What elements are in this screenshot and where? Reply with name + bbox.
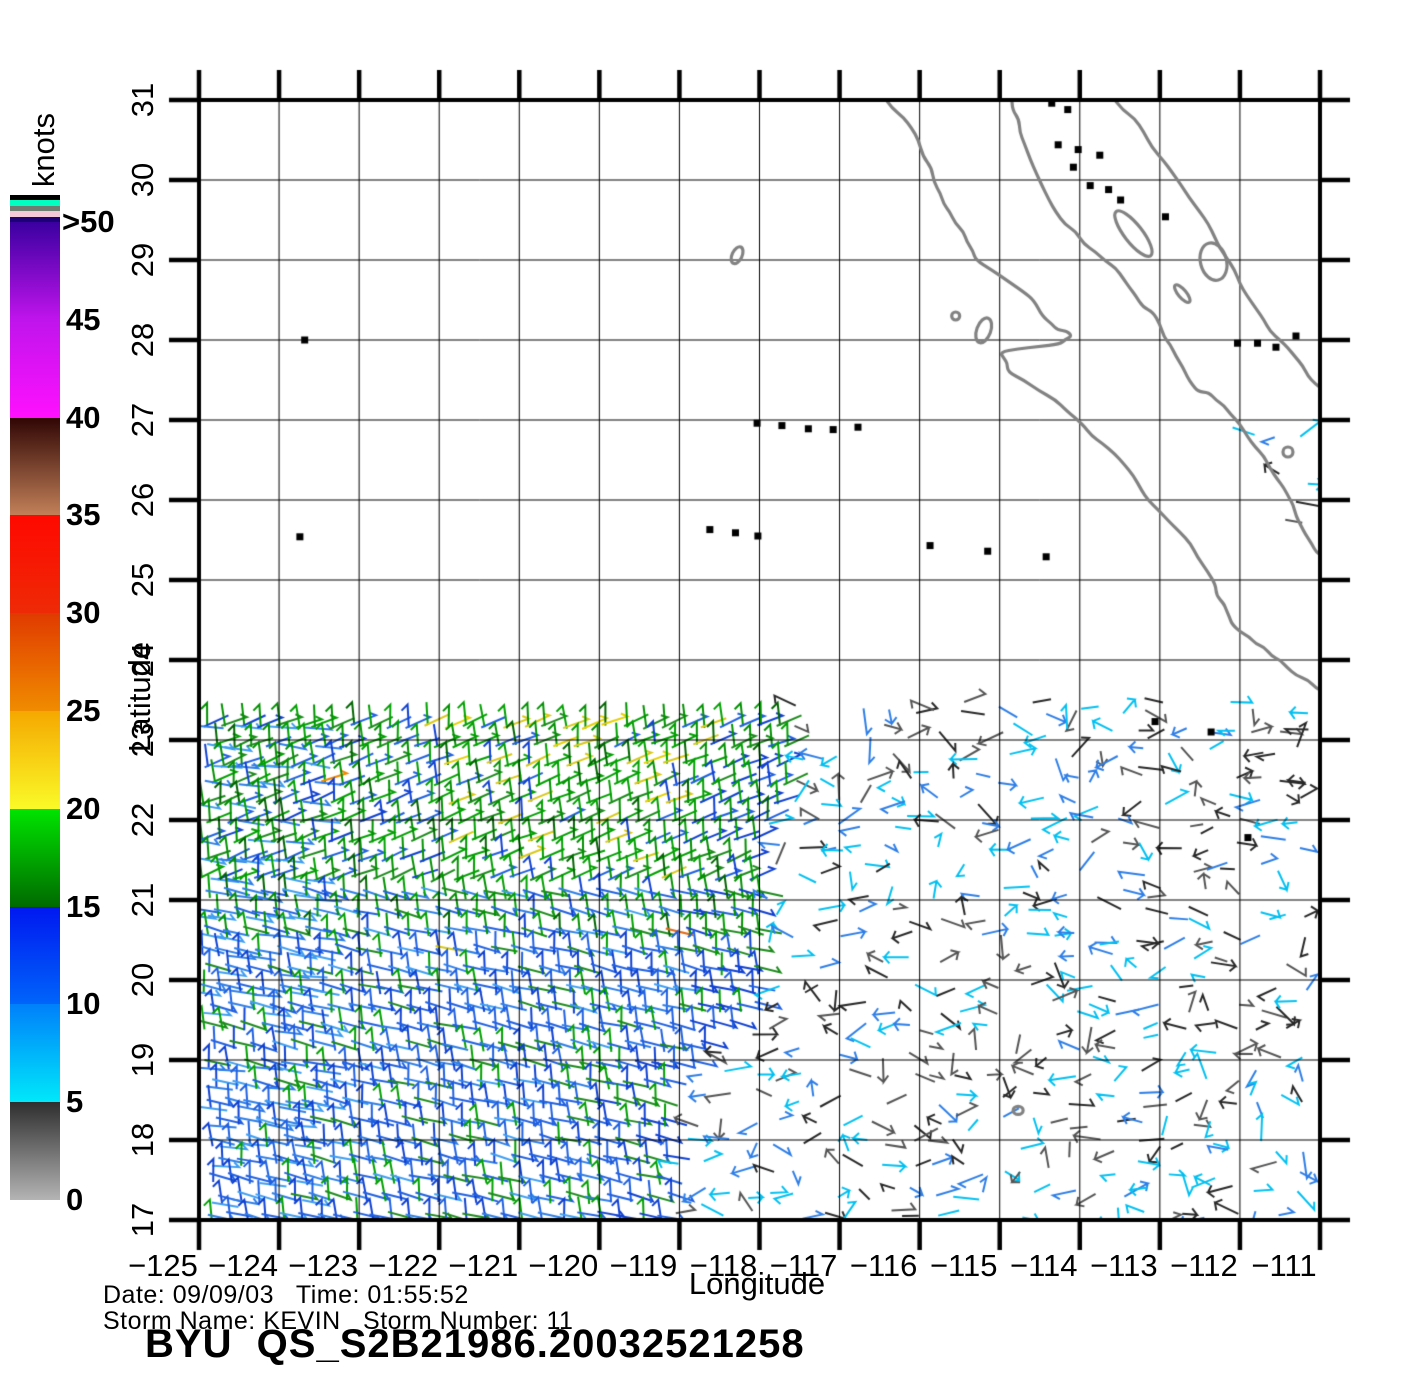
colorbar-segment [10, 221, 60, 320]
colorbar-tick-label: 30 [66, 595, 101, 631]
x-axis-title: Longitude [688, 1266, 826, 1301]
colorbar-tick-label: >50 [62, 204, 115, 239]
colorbar-segment [10, 808, 60, 907]
colorbar-tick-label: 45 [66, 301, 101, 337]
colorbar-stripe [10, 216, 60, 222]
y-axis-title: Latitude [122, 641, 157, 753]
x-axis-tick-label: −116 [849, 1248, 918, 1283]
x-axis-tick-label: −113 [1090, 1248, 1158, 1283]
x-axis-tick-label: −123 [288, 1248, 359, 1283]
x-axis-tick-label: −112 [1170, 1248, 1238, 1283]
x-axis-tick-label: −125 [128, 1248, 198, 1283]
colorbar-units-label: knots [26, 112, 61, 188]
colorbar-segment [10, 710, 60, 809]
x-axis-tick-label: −124 [208, 1248, 278, 1283]
x-axis-tick-label: −122 [368, 1248, 439, 1283]
x-axis-tick-label: −121 [448, 1248, 519, 1283]
colorbar-tick-label: 25 [66, 693, 101, 728]
colorbar [10, 195, 60, 1200]
colorbar-tick-label: 40 [66, 399, 101, 435]
colorbar-tick-label: 20 [66, 790, 101, 826]
x-axis-tick-label: −119 [609, 1248, 678, 1283]
footer-date-time: Date: 09/09/03 Time: 01:55:52 [103, 1281, 469, 1309]
x-axis-tick-label: −118 [689, 1248, 758, 1283]
colorbar-segment [10, 1004, 60, 1103]
colorbar-stripe [10, 195, 60, 201]
colorbar-tick-label: 0 [66, 1182, 84, 1217]
colorbar-stripe [10, 211, 60, 217]
colorbar-segment [10, 417, 60, 516]
x-axis-tick-label: −114 [1010, 1248, 1078, 1283]
colorbar-segment [10, 319, 60, 418]
colorbar-stripe [10, 205, 60, 212]
x-axis-tick-label: −117 [769, 1248, 838, 1283]
x-axis-tick-label: −120 [528, 1248, 599, 1283]
plot-title: BYU QS_S2B21986.20032521258 [145, 1322, 805, 1366]
x-axis-tick-label: −111 [1251, 1248, 1317, 1283]
y-axis-tick-label: 17 [125, 1202, 160, 1238]
colorbar-segment [10, 906, 60, 1005]
colorbar-segment [10, 1102, 60, 1200]
colorbar-tick-label: 10 [66, 986, 101, 1022]
colorbar-segment [10, 613, 60, 711]
colorbar-tick-label: 35 [66, 497, 101, 533]
colorbar-stripe [10, 200, 60, 206]
colorbar-tick-label: 15 [66, 888, 101, 924]
colorbar-tick-label: 5 [66, 1084, 84, 1120]
x-axis-tick-label: −115 [929, 1248, 998, 1283]
footer-storm-info: Storm Name: KEVIN Storm Number: 11 [103, 1307, 574, 1335]
colorbar-segment [10, 515, 60, 614]
